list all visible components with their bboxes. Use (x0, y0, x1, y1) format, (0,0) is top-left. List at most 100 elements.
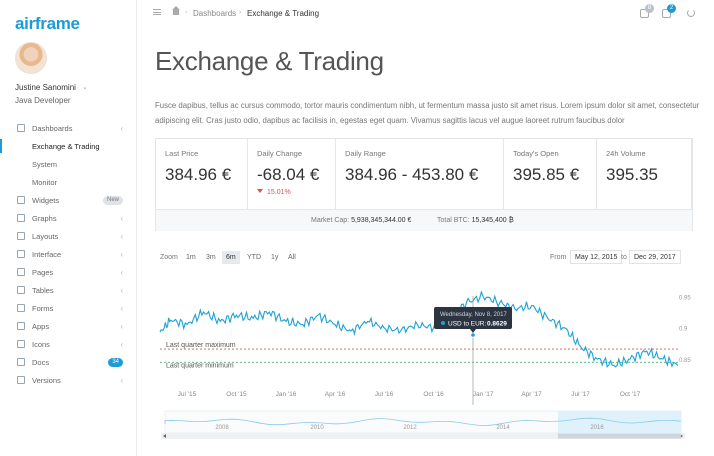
pages-icon (17, 268, 25, 276)
zoom-option-1m[interactable]: 1m (186, 254, 196, 261)
navigator-scrollbar-thumb[interactable] (558, 433, 681, 439)
stats-footer: Market Cap: 5,938,345,344.00 € Total BTC… (156, 209, 692, 231)
sidebar-item-interface[interactable]: Interface ‹ (0, 245, 137, 263)
quarter-min-label: Last quarter minimum (166, 362, 234, 369)
scroll-left-arrow-icon[interactable] (163, 434, 166, 438)
navigator-tick-label: 2008 (215, 425, 229, 431)
stats-panel: Last Price 384.96 € Daily Change -68.04 … (155, 138, 693, 231)
messages-badge: 2 (667, 4, 676, 13)
tooltip-pointer (470, 329, 476, 333)
bell-icon[interactable] (640, 9, 649, 18)
topbar: › Dashboards › Exchange & Trading 8 2 (137, 0, 714, 28)
chevron-left-icon: ‹ (120, 123, 123, 133)
message-icon[interactable] (662, 9, 671, 18)
x-tick-label: Oct '17 (620, 391, 641, 398)
avatar[interactable] (15, 42, 47, 74)
sidebar-item-widgets[interactable]: Widgets New (0, 191, 137, 209)
power-icon[interactable] (687, 9, 695, 17)
navigator-tick-label: 2010 (310, 425, 324, 431)
stat-label: Daily Range (345, 149, 386, 158)
tables-icon (17, 286, 25, 294)
sidebar-item-label: Icons (32, 339, 50, 349)
tooltip-series-label: USD to EUR: (448, 321, 486, 328)
x-tick-label: Oct '16 (423, 391, 444, 398)
icons-icon (17, 340, 25, 348)
chevron-left-icon: ‹ (120, 249, 123, 259)
user-name[interactable]: Justine Sanomini (15, 83, 76, 92)
chevron-left-icon: ‹ (120, 375, 123, 385)
stat-daily-change: Daily Change -68.04 € 15.01% (248, 139, 336, 209)
sidebar-item-label: Versions (32, 375, 61, 385)
from-label: From (550, 254, 567, 261)
layouts-icon (17, 232, 25, 240)
brand-logo[interactable]: airframe (15, 14, 80, 33)
stat-value: 384.96 € (165, 165, 232, 184)
sidebar-item-label: Docs (32, 357, 50, 367)
sidebar-item-label: Interface (32, 249, 62, 259)
chevron-left-icon: ‹ (120, 213, 123, 223)
zoom-option-6m[interactable]: 6m (222, 251, 240, 264)
sidebar-item-label: Forms (32, 303, 54, 313)
y-tick-label: 0.9 (679, 327, 688, 333)
market-cap-label: Market Cap: (311, 217, 350, 224)
sidebar-nav: Dashboards ‹ Exchange & Trading System Monit… (0, 119, 137, 389)
sidebar-item-system[interactable]: System (0, 155, 137, 173)
sidebar-item-forms[interactable]: Forms ‹ (0, 299, 137, 317)
hover-point (470, 332, 476, 338)
forms-icon (17, 304, 25, 312)
stat-label: Last Price (165, 149, 199, 158)
sidebar: airframe Justine Sanomini ⌄ Java Develop… (0, 0, 137, 456)
sidebar-item-label: Dashboards (32, 123, 73, 133)
zoom-option-all[interactable]: All (288, 254, 296, 261)
navigator-tick-label: 2012 (403, 425, 417, 431)
sidebar-item-label: Pages (32, 267, 54, 277)
sidebar-item-versions[interactable]: Versions ‹ (0, 371, 137, 389)
menu-icon[interactable] (153, 9, 161, 15)
tooltip-value: 0.8629 (487, 321, 507, 328)
sidebar-item-layouts[interactable]: Layouts ‹ (0, 227, 137, 245)
stat-label: Daily Change (257, 149, 303, 158)
sidebar-item-exchange-trading[interactable]: Exchange & Trading (0, 137, 137, 155)
sidebar-item-label: Graphs (32, 213, 57, 223)
to-date-input[interactable]: Dec 29, 2017 (629, 250, 681, 264)
chevron-left-icon: ‹ (120, 321, 123, 331)
zoom-option-3m[interactable]: 3m (206, 254, 216, 261)
zoom-option-1y[interactable]: 1y (271, 254, 279, 261)
sidebar-item-label: Monitor (32, 177, 58, 187)
sidebar-item-tables[interactable]: Tables ‹ (0, 281, 137, 299)
sidebar-item-pages[interactable]: Pages ‹ (0, 263, 137, 281)
sidebar-item-dashboards[interactable]: Dashboards ‹ (0, 119, 137, 137)
sidebar-item-graphs[interactable]: Graphs ‹ (0, 209, 137, 227)
sidebar-item-label: Exchange & Trading (32, 141, 100, 151)
usd-eur-series-line (159, 290, 679, 368)
from-date-input[interactable]: May 12, 2015 (570, 250, 623, 264)
stat-todays-open: Today's Open 395.85 € (504, 139, 597, 209)
chevron-left-icon: ‹ (120, 339, 123, 349)
sidebar-item-icons[interactable]: Icons ‹ (0, 335, 137, 353)
stat-value: 395.35 (606, 165, 658, 184)
interface-icon (17, 250, 25, 258)
y-tick-label: 0.95 (679, 295, 691, 301)
y-tick-label: 0.85 (679, 358, 691, 364)
chevron-down-icon[interactable]: ⌄ (82, 84, 88, 91)
navigator-scrollbar[interactable] (161, 433, 685, 439)
breadcrumb-dashboards[interactable]: Dashboards (193, 9, 237, 18)
sidebar-item-label: Tables (32, 285, 54, 295)
market-cap: Market Cap: 5,938,345,344.00 € (311, 217, 411, 224)
sidebar-item-apps[interactable]: Apps ‹ (0, 317, 137, 335)
chevron-left-icon: ‹ (120, 285, 123, 295)
sidebar-item-monitor[interactable]: Monitor (0, 173, 137, 191)
stat-last-price: Last Price 384.96 € (156, 139, 248, 209)
home-icon[interactable] (172, 6, 180, 15)
x-tick-label: Apr '16 (325, 391, 346, 398)
versions-icon (17, 376, 25, 384)
zoom-option-ytd[interactable]: YTD (247, 254, 261, 261)
chevron-right-icon: › (239, 9, 242, 16)
x-tick-label: Apr '17 (521, 391, 542, 398)
sidebar-item-docs[interactable]: Docs 34 (0, 353, 137, 371)
stat-value: 384.96 - 453.80 € (345, 165, 479, 184)
tooltip-date: Wednesday, Nov 8, 2017 (440, 312, 507, 318)
total-btc-label: Total BTC: (437, 217, 470, 224)
dashboard-icon (17, 124, 25, 132)
